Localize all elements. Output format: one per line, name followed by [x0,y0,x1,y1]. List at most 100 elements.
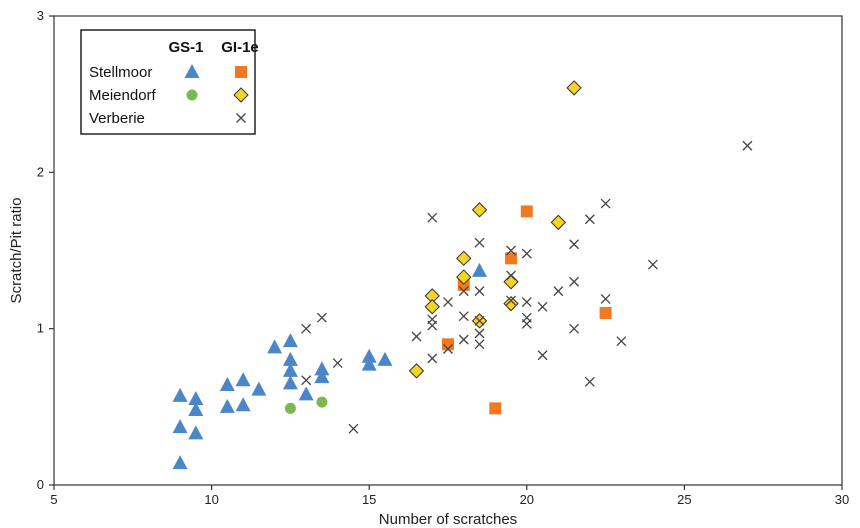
verberie-point-point [301,323,312,334]
legend-meiendorf-gi-1e-marker [233,87,249,103]
y-axis-title: Scratch/Pit ratio [8,198,25,304]
y-tick-label: 1 [37,321,44,336]
stellmoor-gi-1e-point [505,252,518,265]
stellmoor-gi-1e-point [442,338,454,351]
verberie-point-point [506,270,516,281]
verberie-point-point [742,140,753,151]
verberie-point-point [569,323,580,334]
verberie-point-point [616,336,627,347]
legend-verberie-marker-marker [236,113,246,123]
stellmoor-gs-1-point [219,398,235,413]
y-tick-label: 2 [37,164,44,179]
stellmoor-gs-1-point [172,419,188,434]
stellmoor-gs-1-point [282,362,298,377]
verberie-point-point [584,376,595,387]
verberie-point-point [474,328,485,339]
x-tick-label: 15 [362,492,376,507]
x-tick-label: 10 [204,492,218,507]
meiendorf-gi-1e-point [456,269,472,285]
verberie-point-point [427,320,438,331]
verberie-point-point [521,297,532,308]
stellmoor-gi-1e-point [489,402,502,415]
verberie-point-point [584,214,595,225]
verberie-point-point [537,350,548,361]
verberie-point-point [458,334,469,345]
x-tick-label: 5 [50,492,57,507]
stellmoor-gs-1-point [282,333,298,348]
verberie-point-point [332,358,343,369]
stellmoor-gs-1-point [267,339,283,354]
stellmoor-gs-1-point [172,455,188,470]
y-tick-label: 0 [37,477,44,492]
verberie-point-point [427,353,438,364]
verberie-point-point [458,286,469,297]
verberie-point-point [569,239,580,250]
verberie-point-point [537,301,548,312]
data-points [172,80,753,470]
x-tick-label: 20 [520,492,534,507]
meiendorf-gi-1e-point [424,299,440,315]
stellmoor-gs-1-point [282,375,298,390]
meiendorf-gs-1-point [316,396,328,408]
stellmoor-gs-1-point [219,376,235,391]
verberie-point-point [474,339,485,350]
stellmoor-gs-1-point [377,351,393,366]
stellmoor-gs-1-point [172,387,188,402]
legend-label-meiendorf: Meiendorf [89,87,157,104]
meiendorf-gi-1e-point [503,295,519,312]
stellmoor-gs-1-point [188,425,204,440]
plot-frame [53,15,843,486]
meiendorf-gs-1-point [284,402,296,414]
meiendorf-gi-1e-point [550,214,567,231]
stellmoor-gs-1-point [361,356,377,371]
verberie-point-point [474,237,485,248]
meiendorf-gi-1e-point [503,274,519,290]
legend-header-gs1: GS-1 [168,39,203,56]
verberie-point-point [474,286,485,297]
stellmoor-gs-1-point [472,262,488,277]
legend-label-stellmoor: Stellmoor [89,64,152,81]
verberie-point-point [521,319,532,329]
stellmoor-gs-1-point [298,386,314,401]
meiendorf-gi-1e-point [408,363,425,379]
legend-box [80,29,256,135]
x-axis-title: Number of scratches [379,511,517,528]
stellmoor-gi-1e-point [520,205,533,218]
verberie-point-point [443,297,453,308]
verberie-point-point [443,344,453,354]
verberie-point-point [427,212,438,223]
verberie-point-point [348,423,359,434]
legend-header-gi1e: GI-1e [221,39,259,56]
legend-label-verberie: Verberie [89,110,145,127]
stellmoor-gi-1e-point [599,307,612,320]
x-tick-label: 25 [677,492,691,507]
verberie-point-point [600,294,611,304]
verberie-point-point [569,276,580,287]
stellmoor-gs-1-point [235,372,251,387]
verberie-point-point [411,331,422,342]
legend: GS-1 GI-1e Stellmoor Meiendorf Verberie [80,29,259,135]
verberie-point-point [553,286,564,297]
stellmoor-gs-1-point [251,381,267,396]
legend-stellmoor-gs-1-marker [184,64,200,78]
legend-stellmoor-gi-1e-marker [235,66,247,78]
verberie-point-point [458,311,469,322]
verberie-point-point [301,375,312,386]
verberie-point-point [506,245,516,256]
legend-meiendorf-gs-1-marker [186,89,198,101]
stellmoor-gs-1-point [314,361,330,376]
x-axis: 5 10 15 20 25 30 [50,485,849,507]
verberie-point-point [600,198,611,209]
stellmoor-gs-1-point [188,401,204,416]
verberie-point-point [521,248,532,259]
y-axis: 0 1 2 3 [37,8,54,492]
stellmoor-gs-1-point [235,397,251,412]
meiendorf-gi-1e-point [456,250,472,267]
stellmoor-gs-1-point [361,348,377,363]
meiendorf-gi-1e-point [566,80,582,96]
stellmoor-gs-1-point [282,351,298,366]
verberie-point-point [647,259,658,270]
meiendorf-gi-1e-point [471,202,488,218]
verberie-point-point [474,315,485,326]
